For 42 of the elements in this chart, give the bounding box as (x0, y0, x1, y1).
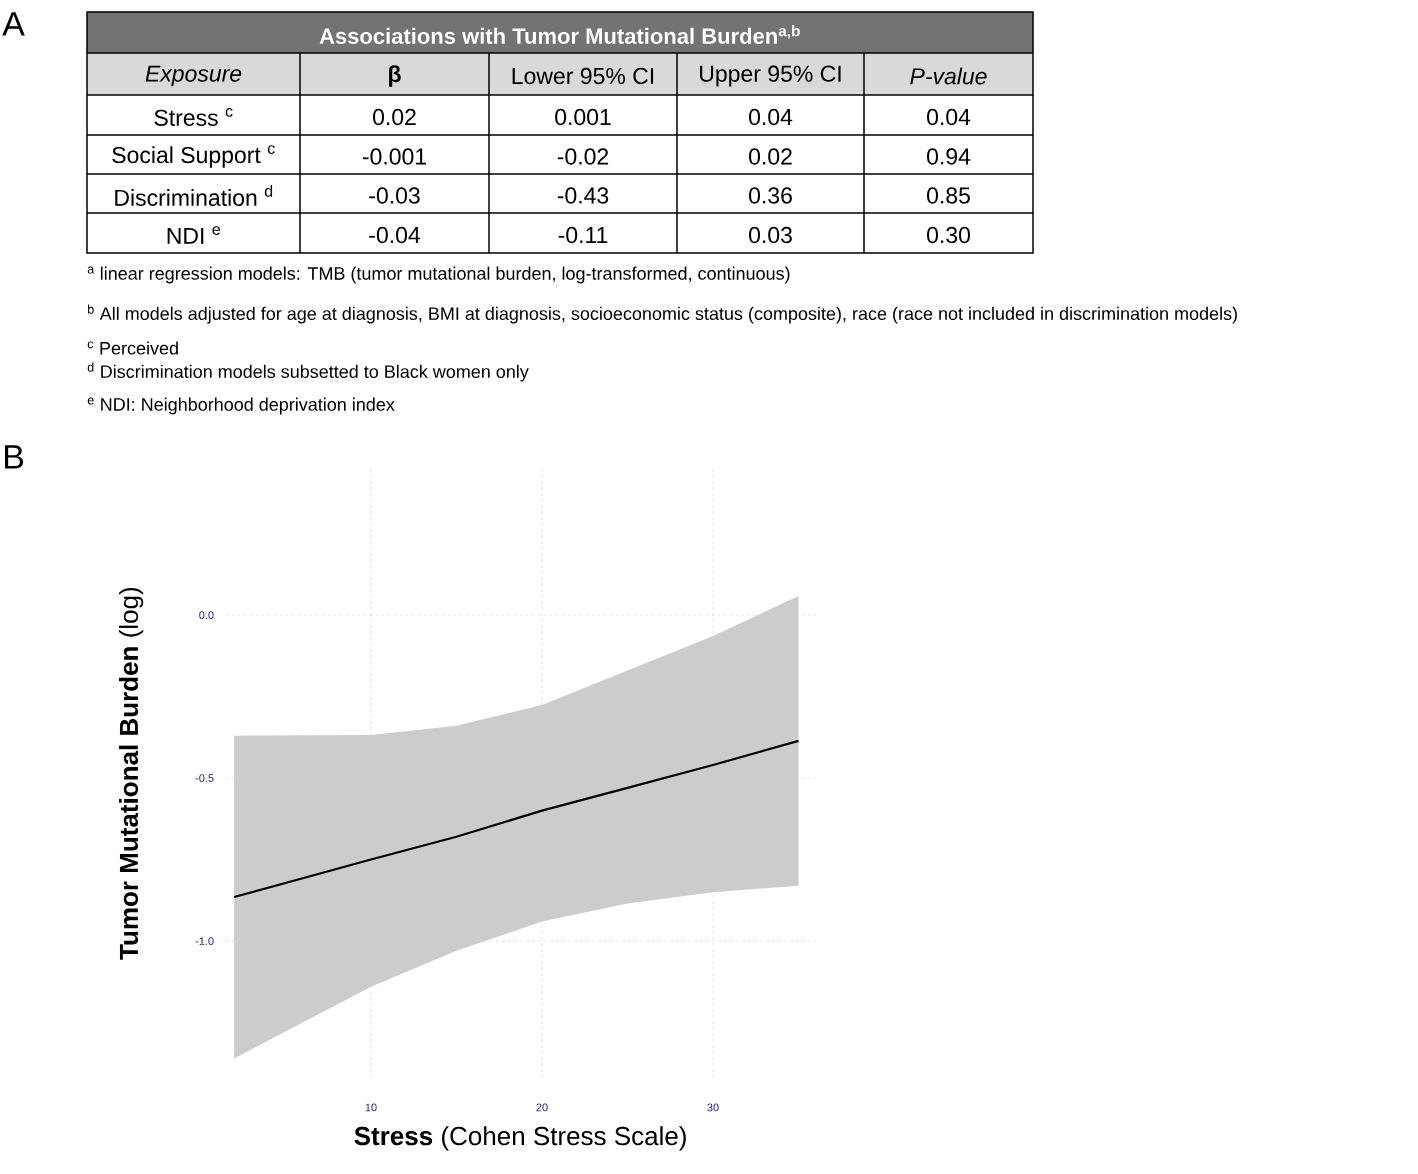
text: Lower 95% CI (512, 67, 654, 85)
text: Associations with Tumor Mutational Burden$^{a,b}$ (319, 25, 800, 44)
text: -0.11 (558, 226, 608, 244)
text: 0.03 (749, 226, 792, 244)
line-series (233, 739, 800, 899)
text: 0.001 (555, 108, 611, 126)
x-tick-label: 30 (707, 1103, 719, 1112)
text: 0.04 (749, 108, 793, 126)
text: NDI $^{e}$ (167, 226, 221, 244)
text: P-value (910, 67, 987, 85)
text: 0.94 (927, 148, 971, 165)
x-tick-label: 20 (536, 1103, 548, 1112)
text: β (389, 65, 401, 87)
text: $^{e}$ NDI: Neighborhood deprivation index (87, 397, 395, 415)
text: $^{b}$ All models adjusted for age at diagnosis, BMI at diagnosis, socioeconomic status (composite), race (race not included in discrimination models) (88, 304, 1237, 324)
y-tick-label: -1.0 (195, 937, 214, 945)
text: $^{c}$ Perceived (87, 341, 178, 355)
text: -0.04 (369, 226, 421, 244)
text: 0.04 (927, 108, 971, 126)
y-tick-label: -0.5 (195, 774, 214, 782)
text: 0.36 (749, 187, 792, 204)
text: -0.43 (557, 187, 609, 204)
text: Social Support $^{c}$ (112, 145, 275, 168)
text: A (2, 12, 25, 36)
text: Upper 95% CI (700, 65, 841, 87)
text: -0.02 (557, 148, 609, 165)
y-tick-label: 0.0 (199, 611, 214, 619)
text: -0.03 (369, 187, 420, 204)
text: $^{d}$ Discrimination models subsetted to Black women only (87, 362, 529, 382)
text: Stress $^{c}$ (154, 108, 233, 126)
text: 0.02 (373, 108, 416, 126)
x-tick-label: 10 (365, 1103, 377, 1112)
text: 0.85 (927, 187, 970, 204)
y-axis-title: Tumor Mutational Burden (log) (119, 587, 144, 960)
text: 0.30 (927, 226, 970, 244)
text: Discrimination $^{d}$ (115, 185, 273, 206)
text: $^{a}$ linear regression models: TMB (tumor mutational burden, log-transformed, continuous) (87, 266, 790, 284)
x-axis-title: Stress (Cohen Stress Scale) (354, 1126, 686, 1151)
text: 0.02 (749, 148, 792, 165)
text: B (5, 445, 24, 469)
text: Exposure (145, 65, 242, 87)
text: -0.001 (362, 148, 426, 165)
